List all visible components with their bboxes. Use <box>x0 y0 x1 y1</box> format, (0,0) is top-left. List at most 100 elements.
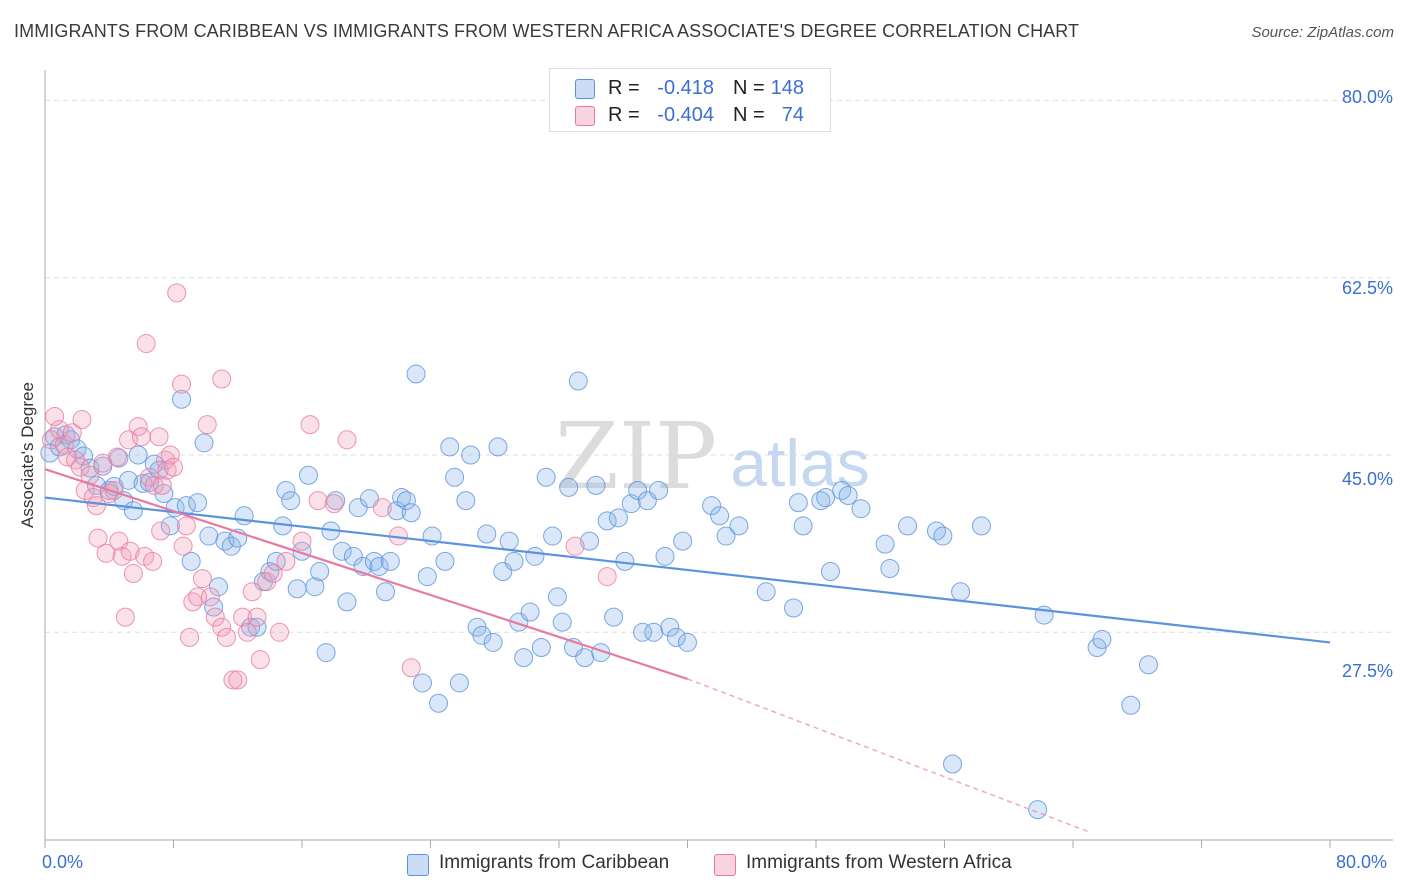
data-point <box>547 587 567 607</box>
data-point <box>192 569 212 589</box>
data-point <box>281 491 301 511</box>
r-label: R = <box>608 104 640 126</box>
data-point <box>41 430 61 450</box>
data-point <box>880 558 900 578</box>
data-point <box>1028 800 1048 820</box>
data-point <box>649 480 669 500</box>
data-point <box>943 754 963 774</box>
data-point <box>369 556 389 576</box>
data-point <box>305 577 325 597</box>
data-point <box>575 648 595 668</box>
n-label: N = <box>733 104 765 126</box>
data-point <box>597 511 617 531</box>
data-point <box>666 627 686 647</box>
stats-box: R = -0.418 N = 148 R = -0.404 N = 74 <box>549 68 831 132</box>
data-point <box>241 617 261 637</box>
data-point <box>586 475 606 495</box>
data-point <box>172 374 192 394</box>
data-point <box>565 536 585 556</box>
watermark-zip: ZIP <box>555 403 717 510</box>
trend-lines <box>44 468 1331 833</box>
r-value: -0.418 <box>657 77 714 99</box>
data-point <box>287 579 307 599</box>
data-point <box>128 417 148 437</box>
data-point <box>115 607 135 627</box>
data-point <box>128 445 148 465</box>
data-point <box>633 622 653 642</box>
data-point <box>200 587 220 607</box>
data-point <box>788 493 808 513</box>
data-point <box>756 582 776 602</box>
legend-swatch-western-africa <box>714 854 736 876</box>
data-point <box>793 516 813 536</box>
n-value: 148 <box>770 77 804 99</box>
data-point <box>123 564 143 584</box>
data-point <box>875 534 895 554</box>
data-point <box>951 582 971 602</box>
data-point <box>276 551 296 571</box>
data-point <box>233 607 253 627</box>
data-point <box>1121 695 1141 715</box>
data-point <box>504 551 524 571</box>
data-point <box>143 551 163 571</box>
data-point <box>971 516 991 536</box>
data-point <box>702 496 722 516</box>
legend-label-caribbean: Immigrants from Caribbean <box>439 852 670 873</box>
data-point <box>445 467 465 487</box>
data-point <box>260 562 280 582</box>
data-point <box>472 625 492 645</box>
data-point <box>337 430 357 450</box>
data-point <box>276 480 296 500</box>
legend: Immigrants from Caribbean Immigrants fro… <box>0 850 1406 880</box>
data-point <box>401 503 421 523</box>
data-point <box>237 622 257 642</box>
legend-swatch-caribbean <box>407 854 429 876</box>
data-point <box>597 567 617 587</box>
data-point <box>483 632 503 652</box>
data-point <box>263 564 283 584</box>
data-point <box>247 617 267 637</box>
data-point <box>604 607 624 627</box>
data-point <box>851 499 871 519</box>
data-point <box>401 658 421 678</box>
y-tick-62-5: 62.5% <box>1341 278 1393 298</box>
data-point <box>172 389 192 409</box>
data-point <box>1138 655 1158 675</box>
data-point <box>710 506 730 526</box>
data-point <box>310 562 330 582</box>
data-point <box>359 489 379 509</box>
data-point <box>324 494 344 514</box>
data-point <box>180 627 200 647</box>
data-point <box>456 491 476 511</box>
data-point <box>292 531 312 551</box>
data-point <box>212 369 232 389</box>
data-point <box>149 427 169 447</box>
data-point <box>104 480 124 500</box>
data-point <box>144 475 164 495</box>
axes <box>44 70 1393 848</box>
chart-title: IMMIGRANTS FROM CARIBBEAN VS IMMIGRANTS … <box>14 21 1080 41</box>
data-point <box>380 551 400 571</box>
data-point <box>417 567 437 587</box>
data-point <box>228 670 248 690</box>
data-point <box>221 536 241 556</box>
data-point <box>531 638 551 657</box>
data-point <box>49 420 69 440</box>
data-point <box>205 607 225 627</box>
r-label: R = <box>608 77 640 99</box>
data-point <box>477 524 497 544</box>
trend-line <box>44 468 688 680</box>
data-point <box>440 437 460 457</box>
data-point <box>154 484 174 503</box>
data-point <box>160 445 180 465</box>
data-point <box>1092 629 1112 649</box>
data-point <box>176 516 196 536</box>
r-value: -0.404 <box>657 104 714 126</box>
data-point <box>266 551 286 571</box>
y-tick-45: 45.0% <box>1341 469 1393 489</box>
legend-label-western-africa: Immigrants from Western Africa <box>746 852 1012 873</box>
data-point <box>86 496 106 516</box>
data-point <box>167 283 187 303</box>
data-point <box>72 410 92 430</box>
